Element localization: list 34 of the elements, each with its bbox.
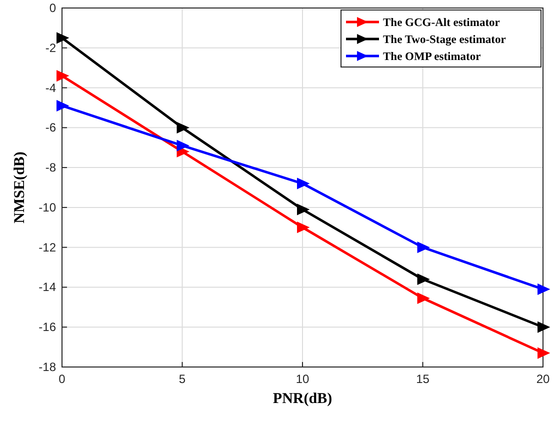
point: [417, 292, 430, 304]
point: [538, 322, 550, 333]
point: [297, 178, 309, 190]
y-tick-label: -2: [45, 40, 56, 55]
point: [56, 32, 68, 44]
y-tick-label: -16: [38, 320, 56, 334]
y-tick-label: -18: [38, 360, 56, 374]
point: [417, 242, 430, 253]
y-axis-title: NMSE(dB): [12, 152, 28, 224]
x-axis-title: PNR(dB): [272, 391, 332, 407]
y-tick-label: -4: [45, 80, 56, 95]
y-tick-label: -12: [38, 240, 56, 254]
x-tick-label: 5: [178, 372, 186, 386]
point: [297, 204, 309, 215]
point: [56, 70, 68, 82]
point: [297, 222, 309, 233]
legend-label: The GCG-Alt estimator: [383, 17, 500, 29]
y-tick-label: -10: [38, 200, 56, 214]
x-tick-label: 10: [296, 372, 310, 386]
y-tick-label: -8: [45, 160, 56, 175]
x-tick-label: 20: [536, 372, 550, 386]
x-tick-label: 0: [58, 372, 66, 386]
legend-label: The Two-Stage estimator: [383, 34, 506, 46]
y-tick-label: 0: [49, 1, 56, 15]
y-tick-label: -6: [45, 120, 56, 135]
point: [176, 122, 189, 134]
point: [176, 140, 189, 152]
point: [538, 284, 550, 295]
x-tick-label: 15: [416, 372, 430, 386]
point: [538, 348, 550, 359]
point: [417, 274, 430, 285]
legend-label: The OMP estimator: [383, 51, 481, 63]
y-tick-label: -14: [38, 280, 56, 294]
point: [56, 100, 68, 112]
